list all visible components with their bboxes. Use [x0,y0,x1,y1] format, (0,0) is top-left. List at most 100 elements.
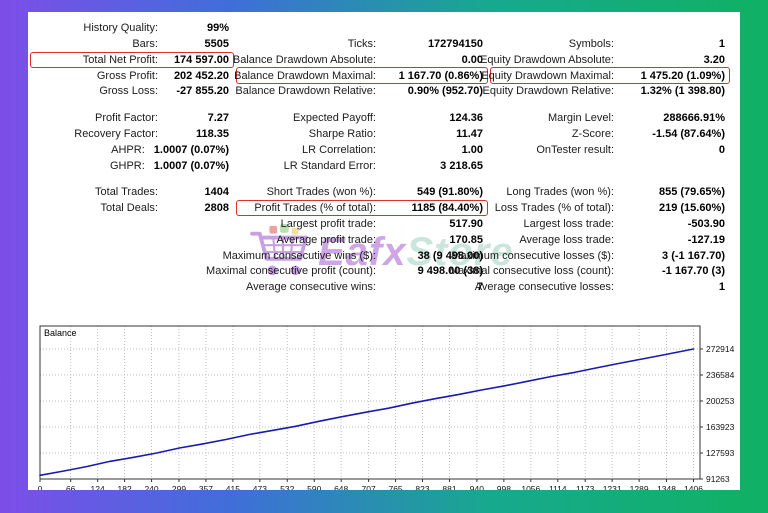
x-tick-label: 124 [91,484,105,490]
x-tick-label: 240 [144,484,158,490]
stat-value: 174 597.00 [173,53,229,66]
stat-label: Profit Factor: [95,112,158,125]
stat-value: 549 (91.80%) [416,186,483,199]
stats-row: Average profit trade: 170.85 Average loss … [30,232,738,248]
x-tick-label: 765 [388,484,402,490]
x-tick-label: 590 [307,484,321,490]
stat-value: 1 475.20 (1.09%) [640,69,725,82]
x-tick-label: 299 [172,484,186,490]
stats-row: Gross Loss: -27 855.20 Balance Drawdown Re… [30,83,738,99]
stat-pair: Balance Drawdown Relative: 0.90% (952.70) [235,83,488,100]
stat-pair: History Quality: 99% [30,20,234,37]
stat-pair: Average loss trade: -127.19 [490,232,730,249]
stat-pair-empty [490,157,730,174]
stat-value: 118.35 [195,128,229,141]
stat-value: 7 [476,281,483,294]
stat-pair: Equity Drawdown Maximal: 1 475.20 (1.09%) [481,67,730,84]
stat-pair: Gross Profit: 202 452.20 [30,67,234,84]
x-tick-label: 707 [362,484,376,490]
stats-row: Maximal consecutive profit (count): 9 498… [30,263,738,279]
stat-pair: Symbols: 1 [490,36,730,53]
stat-value: 1.00 [461,143,483,156]
x-tick-label: 1173 [576,484,595,490]
stat-pair: Total Trades: 1404 [30,184,234,201]
stat-label: Maximal consecutive loss (count): [448,265,614,278]
stat-label: Z-Score: [571,128,614,141]
y-tick-label: 163923 [706,422,735,432]
stat-pair: OnTester result: 0 [490,142,730,159]
stat-pair: Z-Score: -1.54 (87.64%) [490,126,730,143]
stat-pair: Loss Trades (% of total): 219 (15.60%) [490,200,730,217]
stat-pair: Balance Drawdown Maximal: 1 167.70 (0.86%… [234,67,488,84]
x-tick-label: 1114 [549,484,567,490]
stat-value: 38 (9 498.00) [417,249,483,262]
balance-line [39,348,695,477]
stats-row: Total Deals: 2808 Profit Trades (% of tota… [30,199,738,217]
stats-row: GHPR: 1.0007 (0.07%) LR Standard Error: 3 2… [30,157,738,173]
stat-label: Bars: [132,38,158,51]
stat-pair: Margin Level: 288666.91% [490,110,730,127]
stat-pair: Balance Drawdown Absolute: 0.00 [232,52,488,69]
group-spacer [30,173,738,184]
stat-label: Largest loss trade: [523,218,615,231]
stat-pair: Total Net Profit: 174 597.00 [30,51,234,69]
x-tick-label: 823 [415,484,429,490]
stat-label: Total Net Profit: [82,53,158,66]
stat-value: 0.90% (952.70) [407,85,483,98]
stat-label: Short Trades (won %): [266,186,376,199]
stat-label: Balance Drawdown Absolute: [232,53,376,66]
stat-pair: Short Trades (won %): 549 (91.80%) [236,184,488,201]
y-tick-label: 236584 [706,370,735,380]
stat-value: 288666.91% [663,112,725,125]
stats-row: Profit Factor: 7.27 Expected Payoff: 124.36… [30,110,738,126]
stat-pair: Ticks: 172794150 [236,36,488,53]
stat-label: Symbols: [568,38,614,51]
stat-value: 1.0007 (0.07%) [153,143,229,156]
stat-label: History Quality: [83,22,158,35]
y-tick-label: 200253 [706,396,735,406]
stats-row: AHPR: 1.0007 (0.07%) LR Correlation: 1.00 On… [30,142,738,158]
stat-value: 170.85 [449,233,483,246]
stat-pair: AHPR: 1.0007 (0.07%) [30,142,234,159]
stat-value: 219 (15.60%) [658,202,725,215]
stat-label: OnTester result: [536,143,614,156]
stat-value: 0.00 [461,53,483,66]
stat-pair-empty [30,232,234,249]
stat-value: 1404 [204,186,229,199]
stat-value: 1 [718,281,725,294]
stat-label: Ticks: [347,38,376,51]
stat-pair: Bars: 5505 [30,36,234,53]
stat-value: 1 167.70 (0.86%) [398,69,483,82]
stat-value: 5505 [204,38,229,51]
stat-value: 9 498.00 (38) [417,265,483,278]
stat-label: Balance Drawdown Relative: [235,85,376,98]
stat-label: Total Trades: [95,186,158,199]
stat-label: Gross Profit: [96,69,158,82]
stat-pair: Equity Drawdown Relative: 1.32% (1 398.80… [483,83,730,100]
x-tick-label: 473 [253,484,267,490]
stat-pair: Sharpe Ratio: 11.47 [236,126,488,143]
stat-value: -127.19 [687,233,725,246]
stat-label: Sharpe Ratio: [308,128,376,141]
stat-pair-empty [236,20,488,37]
stat-label: LR Standard Error: [283,159,376,172]
stat-pair: Maximum consecutive wins ($): 38 (9 498.0… [223,247,488,264]
stat-value: 1.32% (1 398.80) [640,85,725,98]
stat-value: -1.54 (87.64%) [652,128,725,141]
stats-row: Largest profit trade: 517.90 Largest loss … [30,216,738,232]
stat-value: 517.90 [449,218,483,231]
stat-label: Loss Trades (% of total): [494,202,614,215]
stat-label: Average consecutive wins: [245,281,376,294]
x-tick-label: 1289 [630,484,649,490]
stat-pair: Largest loss trade: -503.90 [490,216,730,233]
stats-row: Average consecutive wins: 7 Average consec… [30,279,738,295]
stat-value: 855 (79.65%) [658,186,725,199]
x-tick-label: 0 [38,484,43,490]
stat-value: 1.0007 (0.07%) [153,159,229,172]
stat-label: Average consecutive losses: [474,281,614,294]
stat-value: 172794150 [427,38,483,51]
stat-pair: Average consecutive losses: 1 [475,279,730,296]
stat-pair: Maximal consecutive loss (count): -1 167.… [449,263,730,280]
stat-label: Maximum consecutive losses ($): [451,249,614,262]
stat-value: 124.36 [449,112,483,125]
